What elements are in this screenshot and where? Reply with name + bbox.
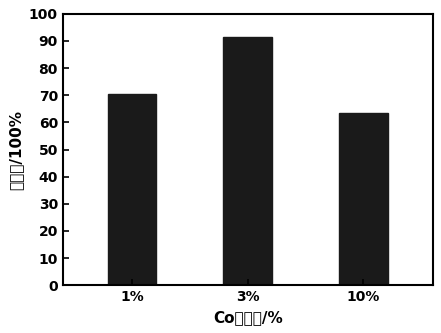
Bar	[224, 37, 272, 285]
X-axis label: Co的含量/%: Co的含量/%	[213, 310, 283, 325]
Y-axis label: 去除率/100%: 去除率/100%	[8, 110, 23, 189]
Bar	[108, 94, 157, 285]
Bar	[339, 113, 388, 285]
